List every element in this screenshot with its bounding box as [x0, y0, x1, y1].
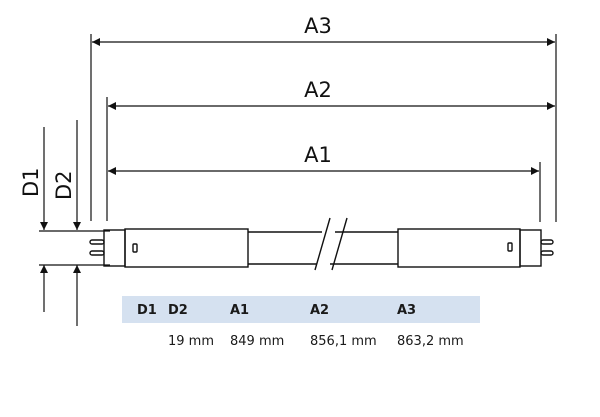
value-d2: 19 mm	[168, 334, 214, 349]
header-a1: A1	[230, 303, 249, 318]
d1-label: D1	[19, 167, 43, 197]
value-a3: 863,2 mm	[397, 334, 464, 349]
fluorescent-tube	[89, 217, 554, 271]
header-d1: D1	[137, 303, 157, 318]
value-a1: 849 mm	[230, 334, 284, 349]
d2-label: D2	[52, 170, 76, 200]
table-header-band	[122, 296, 480, 323]
a1-label: A1	[304, 143, 332, 167]
a3-label: A3	[304, 14, 332, 38]
header-d2: D2	[168, 303, 188, 318]
value-a2: 856,1 mm	[310, 334, 377, 349]
a2-label: A2	[304, 78, 332, 102]
header-a3: A3	[397, 303, 416, 318]
table-value-row: 19 mm 849 mm 856,1 mm 863,2 mm	[168, 334, 464, 349]
table-header-row: D1 D2 A1 A2 A3	[137, 303, 416, 318]
header-a2: A2	[310, 303, 329, 318]
